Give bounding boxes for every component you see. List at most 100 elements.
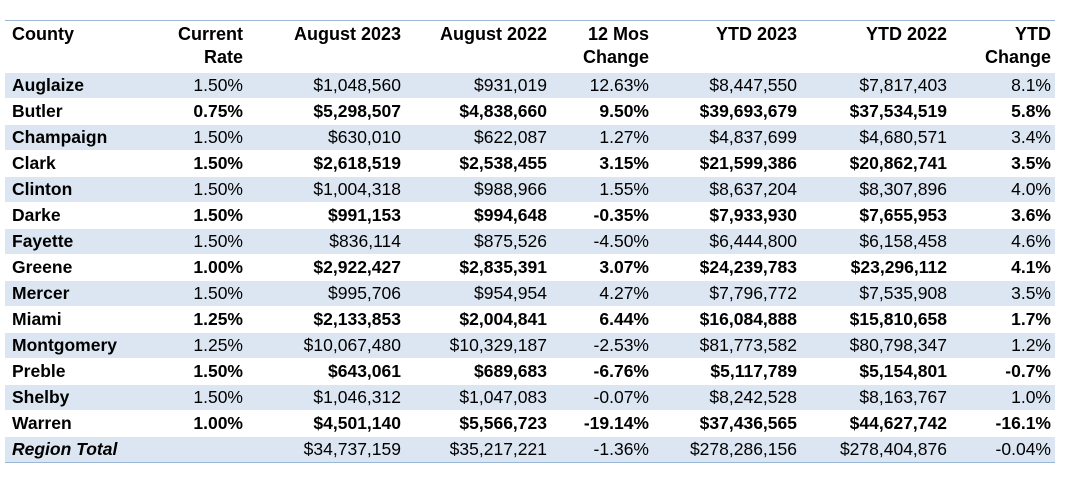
cell-county: Butler — [12, 101, 63, 121]
cell-current-rate: 1.00% — [193, 257, 243, 277]
cell-august-2023: $643,061 — [328, 361, 401, 381]
cell-12-mos-change: 3.07% — [599, 257, 649, 277]
total-cell-ytd-2022: $278,404,876 — [801, 436, 951, 463]
total-cell-ytd-2023: $278,286,156 — [653, 436, 801, 463]
cell-county: Miami — [12, 309, 62, 329]
header-row: County Current Rate August 2023 August 2022 1… — [5, 20, 1055, 73]
cell-current-rate: 1.50% — [193, 361, 243, 381]
column-header-line1: YTD 2023 — [715, 24, 797, 44]
cell-ytd-2023: $5,117,789 — [710, 361, 797, 381]
cell-august-2023: $1,004,318 — [247, 176, 405, 203]
cell-august-2022: $988,966 — [405, 176, 551, 203]
table-row: Champaign 1.50% $630,010 $622,087 1.27% $4,83… — [5, 124, 1055, 151]
column-header-line1: Current — [177, 24, 243, 44]
cell-12-mos-change: 12.63% — [551, 72, 653, 99]
cell-county: Champaign — [5, 124, 155, 151]
cell-current-rate: 1.50% — [155, 384, 247, 411]
cell-ytd-2023: $4,837,699 — [653, 124, 801, 151]
cell-ytd-2022: $20,862,741 — [849, 153, 947, 173]
cell-ytd-change: 4.1% — [1011, 257, 1051, 277]
table-row: Clinton 1.50% $1,004,318 $988,966 1.55% $8,63… — [5, 176, 1055, 203]
cell-august-2022: $622,087 — [405, 124, 551, 151]
cell-august-2023: $991,153 — [328, 205, 401, 225]
table-row: Butler 0.75% $5,298,507 $4,838,660 9.50% $39,… — [5, 98, 1055, 125]
cell-august-2023: $836,114 — [247, 228, 405, 255]
cell-current-rate: 1.50% — [155, 228, 247, 255]
cell-august-2023: $2,618,519 — [313, 153, 401, 173]
cell-current-rate: 1.50% — [193, 205, 243, 225]
cell-ytd-2022: $7,817,403 — [801, 72, 951, 99]
total-row: Region Total $34,737,159 $35,217,221 -1.36%… — [5, 436, 1055, 463]
cell-county: Greene — [12, 257, 73, 277]
column-header-12-mos-change: 12 Mos Change — [551, 21, 653, 73]
cell-county: Preble — [12, 361, 66, 381]
cell-12-mos-change: -4.50% — [551, 228, 653, 255]
table-row: Clark 1.50% $2,618,519 $2,538,455 3.15% $21,5… — [5, 150, 1055, 177]
cell-august-2022: $1,047,083 — [405, 384, 551, 411]
column-header-line2: Change — [984, 47, 1051, 67]
cell-august-2022: $994,648 — [474, 205, 547, 225]
cell-ytd-change: -0.7% — [1005, 361, 1051, 381]
column-header-line1: August 2023 — [293, 24, 401, 44]
column-header-line1: YTD 2022 — [865, 24, 947, 44]
cell-current-rate: 1.50% — [155, 176, 247, 203]
table-row: Montgomery 1.25% $10,067,480 $10,329,187 -2.… — [5, 332, 1055, 359]
cell-ytd-2023: $81,773,582 — [653, 332, 801, 359]
cell-ytd-2022: $7,535,908 — [801, 280, 951, 307]
cell-current-rate: 1.00% — [193, 413, 243, 433]
cell-12-mos-change: 3.15% — [599, 153, 649, 173]
cell-12-mos-change: -0.07% — [551, 384, 653, 411]
cell-august-2022: $931,019 — [405, 72, 551, 99]
column-header-august-2022: August 2022 — [405, 21, 551, 73]
table-row: Miami 1.25% $2,133,853 $2,004,841 6.44% $16,0… — [5, 306, 1055, 333]
cell-county: Clark — [12, 153, 56, 173]
cell-ytd-2022: $5,154,801 — [859, 361, 947, 381]
cell-ytd-2022: $37,534,519 — [849, 101, 947, 121]
cell-ytd-2022: $4,680,571 — [801, 124, 951, 151]
cell-ytd-change: 4.0% — [951, 176, 1055, 203]
cell-ytd-2023: $37,436,565 — [699, 413, 797, 433]
table-row: Preble 1.50% $643,061 $689,683 -6.76% $5,117,… — [5, 358, 1055, 385]
cell-ytd-2023: $16,084,888 — [699, 309, 797, 329]
cell-county: Shelby — [5, 384, 155, 411]
cell-ytd-2023: $21,599,386 — [699, 153, 797, 173]
column-header-county: County — [5, 21, 155, 73]
table-row: Greene 1.00% $2,922,427 $2,835,391 3.07% $24,… — [5, 254, 1055, 281]
total-cell-county: Region Total — [5, 436, 155, 463]
cell-ytd-change: 3.5% — [951, 280, 1055, 307]
cell-august-2023: $630,010 — [247, 124, 405, 151]
cell-august-2023: $2,133,853 — [313, 309, 401, 329]
county-sales-tax-table: County Current Rate August 2023 August 2022 1… — [5, 20, 1055, 463]
cell-12-mos-change: 1.27% — [551, 124, 653, 151]
cell-august-2022: $10,329,187 — [405, 332, 551, 359]
cell-12-mos-change: -6.76% — [593, 361, 649, 381]
cell-12-mos-change: 4.27% — [551, 280, 653, 307]
table-body: Auglaize 1.50% $1,048,560 $931,019 12.63% $8,… — [5, 72, 1055, 463]
cell-ytd-2022: $15,810,658 — [849, 309, 947, 329]
cell-ytd-2023: $8,637,204 — [653, 176, 801, 203]
cell-ytd-change: 3.6% — [1011, 205, 1051, 225]
cell-ytd-change: 1.7% — [1011, 309, 1051, 329]
cell-august-2022: $2,538,455 — [459, 153, 547, 173]
cell-12-mos-change: 9.50% — [599, 101, 649, 121]
column-header-line1: County — [12, 24, 74, 44]
total-cell-12-mos-change: -1.36% — [551, 436, 653, 463]
table-row: Mercer 1.50% $995,706 $954,954 4.27% $7,796,7… — [5, 280, 1055, 307]
cell-august-2023: $2,922,427 — [313, 257, 401, 277]
cell-current-rate: 1.50% — [193, 153, 243, 173]
total-cell-ytd-change: -0.04% — [951, 436, 1055, 463]
cell-current-rate: 1.25% — [193, 309, 243, 329]
cell-county: Auglaize — [5, 72, 155, 99]
cell-county: Clinton — [5, 176, 155, 203]
cell-august-2022: $954,954 — [405, 280, 551, 307]
cell-current-rate: 0.75% — [193, 101, 243, 121]
cell-county: Mercer — [5, 280, 155, 307]
cell-current-rate: 1.50% — [155, 124, 247, 151]
cell-august-2022: $2,835,391 — [459, 257, 547, 277]
total-cell-august-2022: $35,217,221 — [405, 436, 551, 463]
cell-county: Fayette — [5, 228, 155, 255]
cell-ytd-2022: $23,296,112 — [850, 257, 947, 277]
column-header-current-rate: Current Rate — [155, 21, 247, 73]
cell-12-mos-change: -0.35% — [593, 205, 649, 225]
cell-county: Darke — [12, 205, 61, 225]
